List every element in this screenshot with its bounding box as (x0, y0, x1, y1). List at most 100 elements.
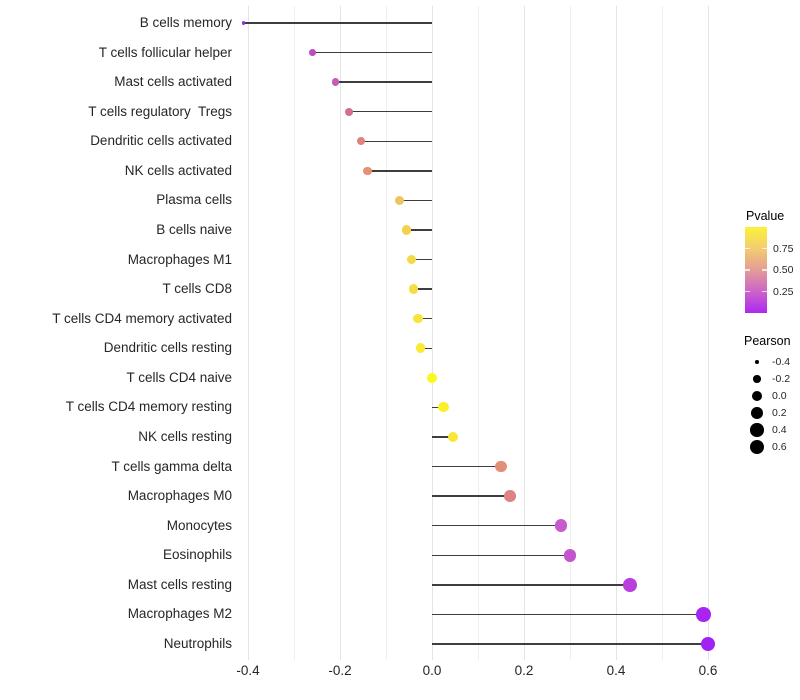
lollipop-dot (563, 548, 577, 562)
lollipop-stick (432, 465, 501, 468)
lollipop-stick (367, 170, 432, 172)
y-axis-label: Mast cells resting (127, 576, 232, 592)
y-axis-label: Mast cells activated (114, 74, 232, 90)
x-axis-tick-label: 0.2 (514, 663, 534, 678)
lollipop-dot (356, 137, 365, 146)
lollipop-dot (495, 460, 507, 473)
y-axis-label: T cells CD4 naive (126, 369, 232, 385)
y-axis-label: T cells follicular helper (98, 44, 232, 60)
lollipop-stick (432, 554, 570, 557)
y-axis-label: T cells CD8 (162, 281, 232, 297)
lollipop-stick (432, 524, 561, 527)
lollipop-stick (411, 258, 432, 261)
panel-gridline (478, 6, 479, 660)
lollipop-dot (408, 284, 419, 294)
lollipop-dot (700, 636, 716, 652)
y-axis-label: Dendritic cells resting (103, 340, 232, 356)
lollipop-stick (312, 51, 432, 54)
lollipop-stick (432, 436, 453, 438)
lollipop-dot (554, 519, 568, 532)
pearson-legend-label: -0.4 (772, 356, 791, 368)
panel-gridline (432, 6, 433, 660)
lollipop-dot (406, 254, 416, 265)
pvalue-gradient-bar (745, 227, 767, 313)
y-axis-label: T cells CD4 memory activated (52, 310, 232, 326)
lollipop-stick (432, 495, 511, 497)
panel-gridline (662, 6, 663, 660)
y-axis-label: Macrophages M1 (127, 251, 232, 267)
y-axis-label: T cells CD4 memory resting (65, 399, 232, 415)
lollipop-dot (331, 78, 340, 86)
pvalue-tick-label: 0.50 (773, 264, 794, 276)
pearson-legend-label: 0.6 (772, 441, 787, 453)
panel-gridline (524, 6, 525, 660)
pvalue-legend-title: Pvalue (746, 209, 785, 223)
lollipop-stick (418, 317, 432, 320)
panel-gridline (386, 6, 387, 660)
lollipop-dot (241, 21, 246, 25)
pvalue-tick-mark (745, 290, 750, 293)
y-axis-label: Neutrophils (163, 636, 232, 651)
panel-gridline (340, 6, 341, 660)
pearson-legend-dot (751, 407, 763, 419)
y-axis-label: Macrophages M0 (127, 488, 232, 504)
y-axis-label: Macrophages M2 (127, 606, 232, 622)
y-axis-label: B cells naive (156, 222, 232, 237)
pvalue-tick-mark (745, 269, 750, 271)
y-axis-label: T cells regulatory Tregs (88, 103, 232, 119)
pearson-legend-title: Pearson (744, 334, 791, 348)
y-axis-label: B cells memory (139, 15, 232, 30)
x-axis-tick-label: -0.2 (328, 663, 352, 678)
lollipop-dot (415, 343, 426, 354)
y-axis-label: NK cells resting (138, 429, 232, 444)
lollipop-dot (427, 372, 437, 383)
pearson-legend-label: 0.4 (772, 424, 787, 436)
pvalue-tick-mark (762, 290, 767, 293)
lollipop-stick (406, 229, 432, 231)
lollipop-stick (432, 406, 444, 409)
y-axis-label: Plasma cells (156, 192, 232, 208)
panel-gridline (708, 6, 709, 660)
lollipop-dot (402, 225, 412, 235)
y-axis-label: Eosinophils (162, 547, 232, 563)
x-axis-tick-label: 0.6 (698, 663, 718, 678)
lollipop-stick (349, 110, 432, 113)
lollipop-stick (432, 643, 708, 645)
lollipop-dot (438, 402, 449, 413)
lollipop-stick (432, 613, 704, 616)
lollipop-dot (413, 313, 423, 324)
lollipop-dot (447, 431, 458, 443)
panel-gridline (248, 6, 249, 660)
lollipop-dot (504, 490, 516, 502)
y-axis-label: NK cells activated (124, 162, 232, 178)
pvalue-tick-mark (762, 247, 767, 250)
lollipop-stick (335, 81, 432, 83)
lollipop-stick (432, 584, 630, 586)
pearson-legend-label: -0.2 (772, 373, 791, 385)
lollipop-stick (360, 140, 432, 143)
lollipop-dot (695, 606, 711, 622)
pearson-legend-dot (749, 439, 765, 455)
lollipop-stick (420, 347, 432, 350)
pvalue-tick-mark (762, 269, 767, 271)
lollipop-dot (345, 107, 354, 116)
pearson-legend-dot (753, 375, 761, 383)
pearson-legend-label: 0.2 (772, 407, 787, 419)
y-axis-label: T cells gamma delta (111, 458, 232, 474)
pearson-legend-label: 0.0 (772, 390, 787, 402)
pvalue-tick-label: 0.25 (773, 285, 794, 298)
panel-gridline (294, 6, 295, 660)
lollipop-dot (309, 49, 316, 56)
lollipop-stick (399, 199, 432, 202)
x-axis-tick-label: -0.4 (236, 663, 260, 678)
x-axis-tick-label: 0.4 (606, 663, 626, 678)
pvalue-tick-label: 0.75 (773, 242, 794, 255)
pearson-legend-dot (755, 360, 759, 364)
x-axis-tick-label: 0.0 (422, 663, 442, 678)
pvalue-tick-mark (745, 247, 750, 250)
panel-gridline (570, 6, 571, 660)
y-axis-label: Dendritic cells activated (90, 133, 232, 149)
lollipop-dot (622, 578, 637, 592)
lollipop-stick (413, 288, 432, 290)
